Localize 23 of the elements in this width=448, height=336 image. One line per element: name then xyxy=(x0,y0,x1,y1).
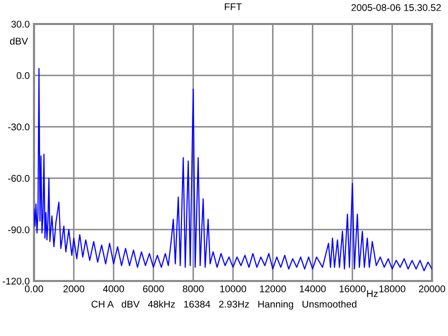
x-tick-label: 6000 xyxy=(143,285,164,292)
y-tick-label: 30.0 xyxy=(11,20,30,28)
x-axis-title: Hz xyxy=(367,290,378,298)
chart-title: FFT xyxy=(224,3,242,10)
y-tick-label: -90.0 xyxy=(8,226,30,234)
x-tick-label: 20000 xyxy=(418,285,446,292)
y-axis-title: dBV xyxy=(10,37,28,45)
x-tick-label: 8000 xyxy=(182,285,204,292)
text: 2005-08-06 15.30.52 xyxy=(352,4,441,12)
x-tick-label: 2000 xyxy=(63,285,84,292)
y-tick-label: -120.0 xyxy=(2,278,30,285)
x-tick-label: 0.00 xyxy=(24,285,44,292)
y-tick-label: -30.0 xyxy=(8,124,30,130)
x-tick-label: 12000 xyxy=(260,285,286,292)
x-tick-label: 4000 xyxy=(103,285,124,292)
x-tick-label: 16000 xyxy=(340,285,366,292)
y-tick-label: 0.0 xyxy=(16,72,30,80)
x-tick-label: 14000 xyxy=(300,285,326,292)
x-tick-label: 10000 xyxy=(220,285,246,292)
line-series xyxy=(34,68,432,272)
text: CH A dBV 48kHz 16384 2.93Hz Hanning Unsmoothed xyxy=(92,300,356,310)
y-tick-label: -60.0 xyxy=(8,174,30,182)
x-tick-label: 18000 xyxy=(379,285,406,292)
